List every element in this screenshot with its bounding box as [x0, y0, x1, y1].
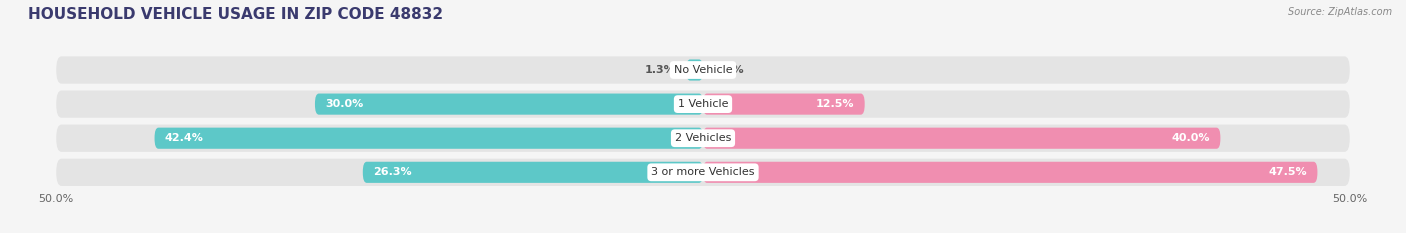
FancyBboxPatch shape — [703, 162, 1317, 183]
FancyBboxPatch shape — [686, 59, 703, 81]
FancyBboxPatch shape — [703, 93, 865, 115]
Text: 47.5%: 47.5% — [1268, 167, 1308, 177]
Text: 42.4%: 42.4% — [165, 133, 204, 143]
FancyBboxPatch shape — [56, 159, 1350, 186]
FancyBboxPatch shape — [703, 128, 1220, 149]
Text: 12.5%: 12.5% — [815, 99, 855, 109]
FancyBboxPatch shape — [56, 56, 1350, 84]
Text: 1.3%: 1.3% — [645, 65, 676, 75]
Text: HOUSEHOLD VEHICLE USAGE IN ZIP CODE 48832: HOUSEHOLD VEHICLE USAGE IN ZIP CODE 4883… — [28, 7, 443, 22]
Text: 26.3%: 26.3% — [373, 167, 412, 177]
FancyBboxPatch shape — [155, 128, 703, 149]
Text: 30.0%: 30.0% — [325, 99, 364, 109]
Text: Source: ZipAtlas.com: Source: ZipAtlas.com — [1288, 7, 1392, 17]
Text: 3 or more Vehicles: 3 or more Vehicles — [651, 167, 755, 177]
Text: 40.0%: 40.0% — [1171, 133, 1211, 143]
Text: 2 Vehicles: 2 Vehicles — [675, 133, 731, 143]
Text: 0.0%: 0.0% — [713, 65, 744, 75]
FancyBboxPatch shape — [315, 93, 703, 115]
FancyBboxPatch shape — [56, 125, 1350, 152]
Text: 1 Vehicle: 1 Vehicle — [678, 99, 728, 109]
FancyBboxPatch shape — [56, 90, 1350, 118]
Text: No Vehicle: No Vehicle — [673, 65, 733, 75]
FancyBboxPatch shape — [363, 162, 703, 183]
